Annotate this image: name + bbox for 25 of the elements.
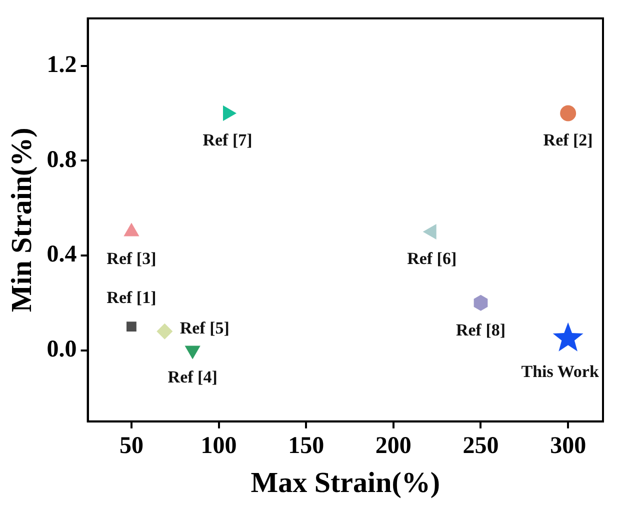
- y-tick-label: 0.4: [46, 242, 77, 268]
- x-tick-label: 100: [200, 433, 237, 460]
- x-tick-label: 200: [375, 433, 412, 460]
- series-label: Ref [4]: [168, 368, 218, 387]
- series-label: Ref [1]: [106, 288, 156, 307]
- x-tick-label: 50: [119, 433, 144, 460]
- point: [126, 322, 136, 332]
- series-label: Ref [8]: [456, 320, 506, 340]
- series-label: This Work: [521, 362, 600, 381]
- series-label: Ref [5]: [180, 318, 230, 338]
- y-axis-title: Min Strain(%): [6, 128, 38, 312]
- x-axis-title: Max Strain(%): [250, 467, 440, 500]
- x-tick-label: 150: [288, 433, 324, 460]
- x-tick-label: 300: [550, 433, 586, 460]
- y-tick-label: 0.0: [46, 336, 77, 362]
- y-tick-label: 0.8: [46, 146, 77, 173]
- x-tick-label: 250: [462, 433, 499, 460]
- point: [560, 105, 576, 122]
- series-label: Ref [3]: [106, 249, 156, 268]
- point: [474, 294, 488, 311]
- series-label: Ref [2]: [543, 130, 593, 150]
- point: [156, 323, 173, 340]
- series-label: Ref [6]: [407, 249, 457, 268]
- series-label: Ref [7]: [202, 130, 252, 150]
- y-tick-label: 1.2: [46, 52, 77, 78]
